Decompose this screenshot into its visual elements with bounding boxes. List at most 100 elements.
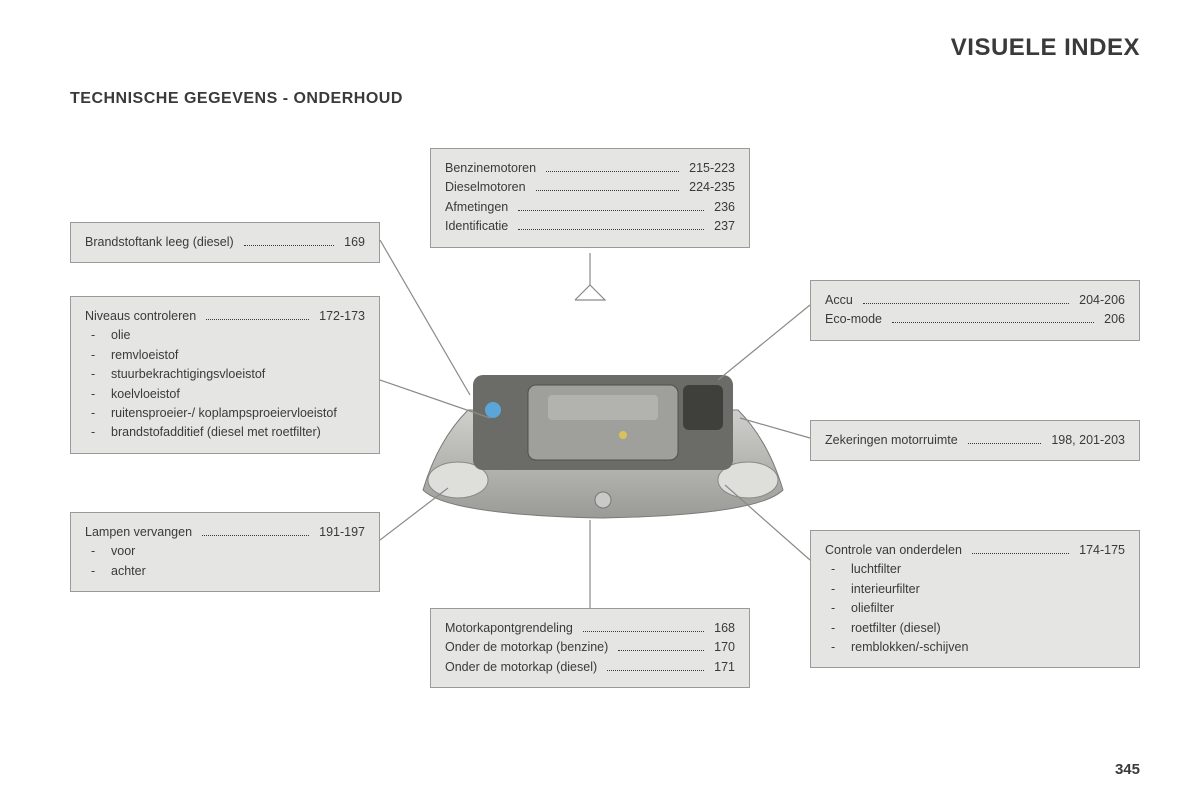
callout-replace-bulbs: Lampen vervangen191-197-voor-achter (70, 512, 380, 592)
index-label: Controle van onderdelen (825, 541, 962, 560)
index-subitem: -interieurfilter (831, 580, 1125, 599)
leader-dots (618, 650, 704, 651)
index-subitem-label: remblokken/-schijven (851, 638, 968, 657)
index-subitem-label: remvloeistof (111, 346, 178, 365)
index-row: Eco-mode 206 (825, 310, 1125, 329)
dash-icon: - (91, 562, 101, 581)
index-label: Lampen vervangen (85, 523, 192, 542)
index-sublist: -voor-achter (85, 542, 365, 581)
dash-icon: - (831, 619, 841, 638)
index-row: Motorkapontgrendeling 168 (445, 619, 735, 638)
page-header-title: VISUELE INDEX (951, 34, 1140, 62)
index-page: 174-175 (1079, 541, 1125, 560)
index-label: Onder de motorkap (benzine) (445, 638, 608, 657)
leader-dots (583, 631, 704, 632)
index-row: Onder de motorkap (diesel) 171 (445, 658, 735, 677)
engine-illustration (418, 340, 788, 520)
index-page: 191-197 (319, 523, 365, 542)
dash-icon: - (91, 346, 101, 365)
index-label: Afmetingen (445, 198, 508, 217)
index-subitem: -voor (91, 542, 365, 561)
index-label: Niveaus controleren (85, 307, 196, 326)
index-subitem-label: brandstofadditief (diesel met roetfilter… (111, 423, 321, 442)
callout-underhood: Motorkapontgrendeling168Onder de motorka… (430, 608, 750, 688)
callout-specifications: Benzinemotoren 215-223 Dieselmotoren 224-23… (430, 148, 750, 248)
dash-icon: - (91, 365, 101, 384)
index-page: 206 (1104, 310, 1125, 329)
index-subitem: -roetfilter (diesel) (831, 619, 1125, 638)
dash-icon: - (91, 423, 101, 442)
index-label: Identificatie (445, 217, 508, 236)
dash-icon: - (831, 599, 841, 618)
index-page: 224-235 (689, 178, 735, 197)
leader-dots (863, 303, 1069, 304)
index-row: Controle van onderdelen 174-175 (825, 541, 1125, 560)
index-page: 237 (714, 217, 735, 236)
index-subitem-label: stuurbekrachtigingsvloeistof (111, 365, 265, 384)
leader-dots (202, 535, 309, 536)
index-subitem-label: achter (111, 562, 146, 581)
index-row: Niveaus controleren 172-173 (85, 307, 365, 326)
index-row: Zekeringen motorruimte 198, 201-203 (825, 431, 1125, 450)
index-subitem-label: oliefilter (851, 599, 894, 618)
page-number: 345 (1115, 761, 1140, 778)
index-page: 236 (714, 198, 735, 217)
index-subitem-label: olie (111, 326, 130, 345)
index-label: Accu (825, 291, 853, 310)
index-subitem: -remvloeistof (91, 346, 365, 365)
leader-dots (972, 553, 1069, 554)
index-subitem: -koelvloeistof (91, 385, 365, 404)
dash-icon: - (91, 326, 101, 345)
leader-dots (968, 443, 1042, 444)
index-row: Onder de motorkap (benzine) 170 (445, 638, 735, 657)
index-row: Benzinemotoren 215-223 (445, 159, 735, 178)
index-subitem: -brandstofadditief (diesel met roetfilte… (91, 423, 365, 442)
index-subitem-label: roetfilter (diesel) (851, 619, 941, 638)
index-sublist: -olie-remvloeistof-stuurbekrachtigingsvl… (85, 326, 365, 442)
index-subitem-label: koelvloeistof (111, 385, 180, 404)
index-label: Dieselmotoren (445, 178, 526, 197)
index-subitem-label: interieurfilter (851, 580, 920, 599)
index-subitem-label: ruitensproeier-/ koplampsproeiervloeisto… (111, 404, 337, 423)
index-label: Zekeringen motorruimte (825, 431, 958, 450)
leader-dots (546, 171, 679, 172)
index-subitem: -remblokken/-schijven (831, 638, 1125, 657)
leader-dots (206, 319, 309, 320)
index-sublist: -luchtfilter-interieurfilter-oliefilter-… (825, 560, 1125, 657)
index-label: Eco-mode (825, 310, 882, 329)
callout-fuel-tank-empty: Brandstoftank leeg (diesel)169 (70, 222, 380, 263)
index-page: 204-206 (1079, 291, 1125, 310)
index-row: Lampen vervangen 191-197 (85, 523, 365, 542)
dash-icon: - (91, 385, 101, 404)
index-subitem: -achter (91, 562, 365, 581)
index-label: Motorkapontgrendeling (445, 619, 573, 638)
index-subitem-label: voor (111, 542, 135, 561)
dash-icon: - (831, 560, 841, 579)
index-subitem: -stuurbekrachtigingsvloeistof (91, 365, 365, 384)
leader-dots (518, 210, 704, 211)
index-page: 169 (344, 233, 365, 252)
callout-battery: Accu 204-206 Eco-mode 206 (810, 280, 1140, 341)
callout-check-components: Controle van onderdelen 174-175-luchtfilt… (810, 530, 1140, 668)
index-row: Accu 204-206 (825, 291, 1125, 310)
index-page: 172-173 (319, 307, 365, 326)
index-page: 215-223 (689, 159, 735, 178)
index-page: 168 (714, 619, 735, 638)
dash-icon: - (831, 580, 841, 599)
leader-dots (244, 245, 334, 246)
index-row: Brandstoftank leeg (diesel)169 (85, 233, 365, 252)
index-label: Benzinemotoren (445, 159, 536, 178)
index-row: Dieselmotoren 224-235 (445, 178, 735, 197)
index-subitem: -olie (91, 326, 365, 345)
leader-dots (536, 190, 680, 191)
leader-dots (607, 670, 704, 671)
index-page: 170 (714, 638, 735, 657)
index-row: Identificatie 237 (445, 217, 735, 236)
index-page: 198, 201-203 (1051, 431, 1125, 450)
dash-icon: - (91, 542, 101, 561)
index-subitem: -oliefilter (831, 599, 1125, 618)
index-page: 171 (714, 658, 735, 677)
callout-check-levels: Niveaus controleren172-173-olie-remvloei… (70, 296, 380, 454)
dash-icon: - (831, 638, 841, 657)
index-label: Onder de motorkap (diesel) (445, 658, 597, 677)
